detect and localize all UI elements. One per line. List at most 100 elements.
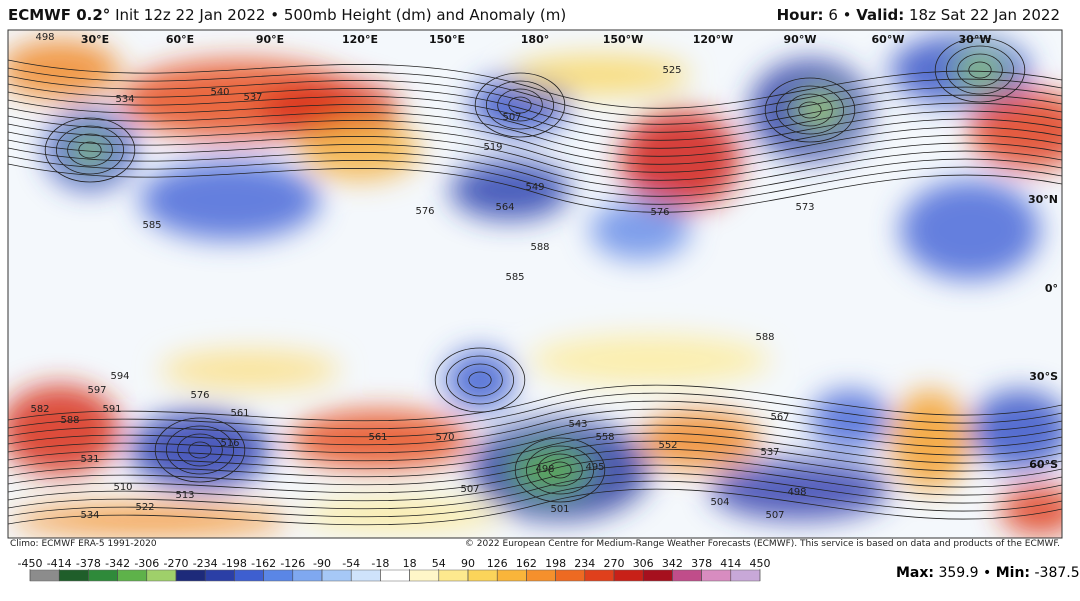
colorbar-label: 54 xyxy=(432,557,446,570)
contour-ring xyxy=(67,133,113,167)
contour-label: 498 xyxy=(535,464,554,475)
contour-ring xyxy=(44,117,136,183)
colorbar-label: 342 xyxy=(662,557,683,570)
contour xyxy=(8,400,1062,438)
colorbar-label: -414 xyxy=(47,557,72,570)
colorbar-swatch xyxy=(350,569,381,582)
contour xyxy=(8,147,1062,197)
model: ECMWF 0.2° xyxy=(8,6,111,24)
contour-label: 498 xyxy=(787,487,806,498)
contour-ring xyxy=(497,88,543,122)
contour-label: 519 xyxy=(483,142,502,153)
map-labels: 30°E 60°E 90°E 120°E 150°E 180° 150°W 120°W 90°W… xyxy=(30,32,1058,521)
contour-label: 576 xyxy=(415,206,434,217)
climo: Climo: ECMWF ERA-5 1991-2020 xyxy=(10,539,157,549)
colorbar-label: -162 xyxy=(251,557,276,570)
colorbar-label: -198 xyxy=(222,557,247,570)
contour xyxy=(8,163,1062,213)
colorbar-swatch xyxy=(58,569,89,582)
contour xyxy=(8,83,1062,133)
contour xyxy=(8,456,1062,494)
contour-label: 507 xyxy=(460,484,479,495)
contours xyxy=(8,37,1062,526)
longitude-label: 30°W xyxy=(959,33,992,46)
contour-label: 576 xyxy=(190,390,209,401)
anomaly-blob xyxy=(140,160,320,240)
hour-label: Hour: xyxy=(776,6,824,24)
anomaly-blob xyxy=(590,200,690,260)
anomaly-blob xyxy=(795,90,845,130)
contour-ring xyxy=(434,347,526,413)
colorbar-swatch xyxy=(321,569,352,582)
contour xyxy=(8,392,1062,430)
anomaly-blob xyxy=(1000,485,1062,535)
anomaly-blob xyxy=(290,410,470,470)
max-label: Max: xyxy=(896,565,935,581)
contour-label: 534 xyxy=(80,510,99,521)
contour xyxy=(8,480,1062,518)
contour-label: 564 xyxy=(495,202,514,213)
colorbar-swatch xyxy=(555,569,586,582)
longitude-label: 120°W xyxy=(693,33,734,46)
colorbar-swatch xyxy=(29,569,60,582)
colorbar-swatch xyxy=(701,569,732,582)
anomaly-blob xyxy=(445,350,515,410)
anomaly-blob xyxy=(620,110,740,210)
colorbar-label: 306 xyxy=(633,557,654,570)
max: 359.9 xyxy=(938,565,979,581)
colorbar-label: 126 xyxy=(487,557,508,570)
colorbar-label: 378 xyxy=(691,557,712,570)
colorbar-label: 162 xyxy=(516,557,537,570)
contour-label: 510 xyxy=(113,482,132,493)
colorbar-label: 270 xyxy=(604,557,625,570)
colorbar-label: -450 xyxy=(18,557,43,570)
contour-ring xyxy=(508,96,532,114)
colorbar-swatch xyxy=(613,569,644,582)
colorbar-label: 450 xyxy=(750,557,771,570)
colorbar-label: -126 xyxy=(280,557,305,570)
contour-label: 582 xyxy=(30,404,49,415)
colorbar-swatch xyxy=(438,569,469,582)
contour xyxy=(8,384,1062,422)
contour-ring xyxy=(474,72,566,138)
contour xyxy=(8,123,1062,173)
header-left: ECMWF 0.2° Init 12z 22 Jan 2022 • 500mb … xyxy=(8,6,566,24)
contour xyxy=(8,440,1062,478)
colorbar-label: -90 xyxy=(313,557,331,570)
contour-label: 567 xyxy=(770,412,789,423)
contour-ring xyxy=(946,45,1015,95)
colorbar-swatch xyxy=(292,569,323,582)
contour-label: 585 xyxy=(505,272,524,283)
contour-ring xyxy=(188,441,212,459)
colorbar-label: 198 xyxy=(545,557,566,570)
longitude-label: 60°W xyxy=(872,33,905,46)
colorbar-swatch xyxy=(263,569,294,582)
latitude-label: 30°N xyxy=(1028,193,1058,206)
contour xyxy=(8,424,1062,462)
contour-label: 537 xyxy=(760,447,779,458)
contour xyxy=(8,464,1062,502)
anomaly-blob xyxy=(8,40,120,100)
contour-label: 507 xyxy=(502,112,521,123)
colorbar-label: 414 xyxy=(720,557,741,570)
colorbar-swatch xyxy=(409,569,440,582)
contour-label: 588 xyxy=(60,415,79,426)
anomaly-blob xyxy=(900,180,1040,280)
contour-ring xyxy=(56,125,124,175)
contour-label: 513 xyxy=(175,490,194,501)
contour xyxy=(8,432,1062,470)
colorbar-swatch xyxy=(526,569,556,582)
contour-ring xyxy=(154,417,246,483)
contour xyxy=(8,75,1062,125)
anomaly-blob xyxy=(955,50,1005,90)
anomaly-blob xyxy=(8,385,120,475)
contour-label: 531 xyxy=(80,454,99,465)
contour-label: 537 xyxy=(243,92,262,103)
contour-label: 543 xyxy=(568,419,587,430)
contour xyxy=(8,59,1062,109)
longitude-label: 90°E xyxy=(256,33,284,46)
anomaly-blob xyxy=(710,460,890,520)
contour-label: 558 xyxy=(595,432,614,443)
colorbar-label: -306 xyxy=(134,557,159,570)
colorbar-swatch xyxy=(204,569,235,582)
